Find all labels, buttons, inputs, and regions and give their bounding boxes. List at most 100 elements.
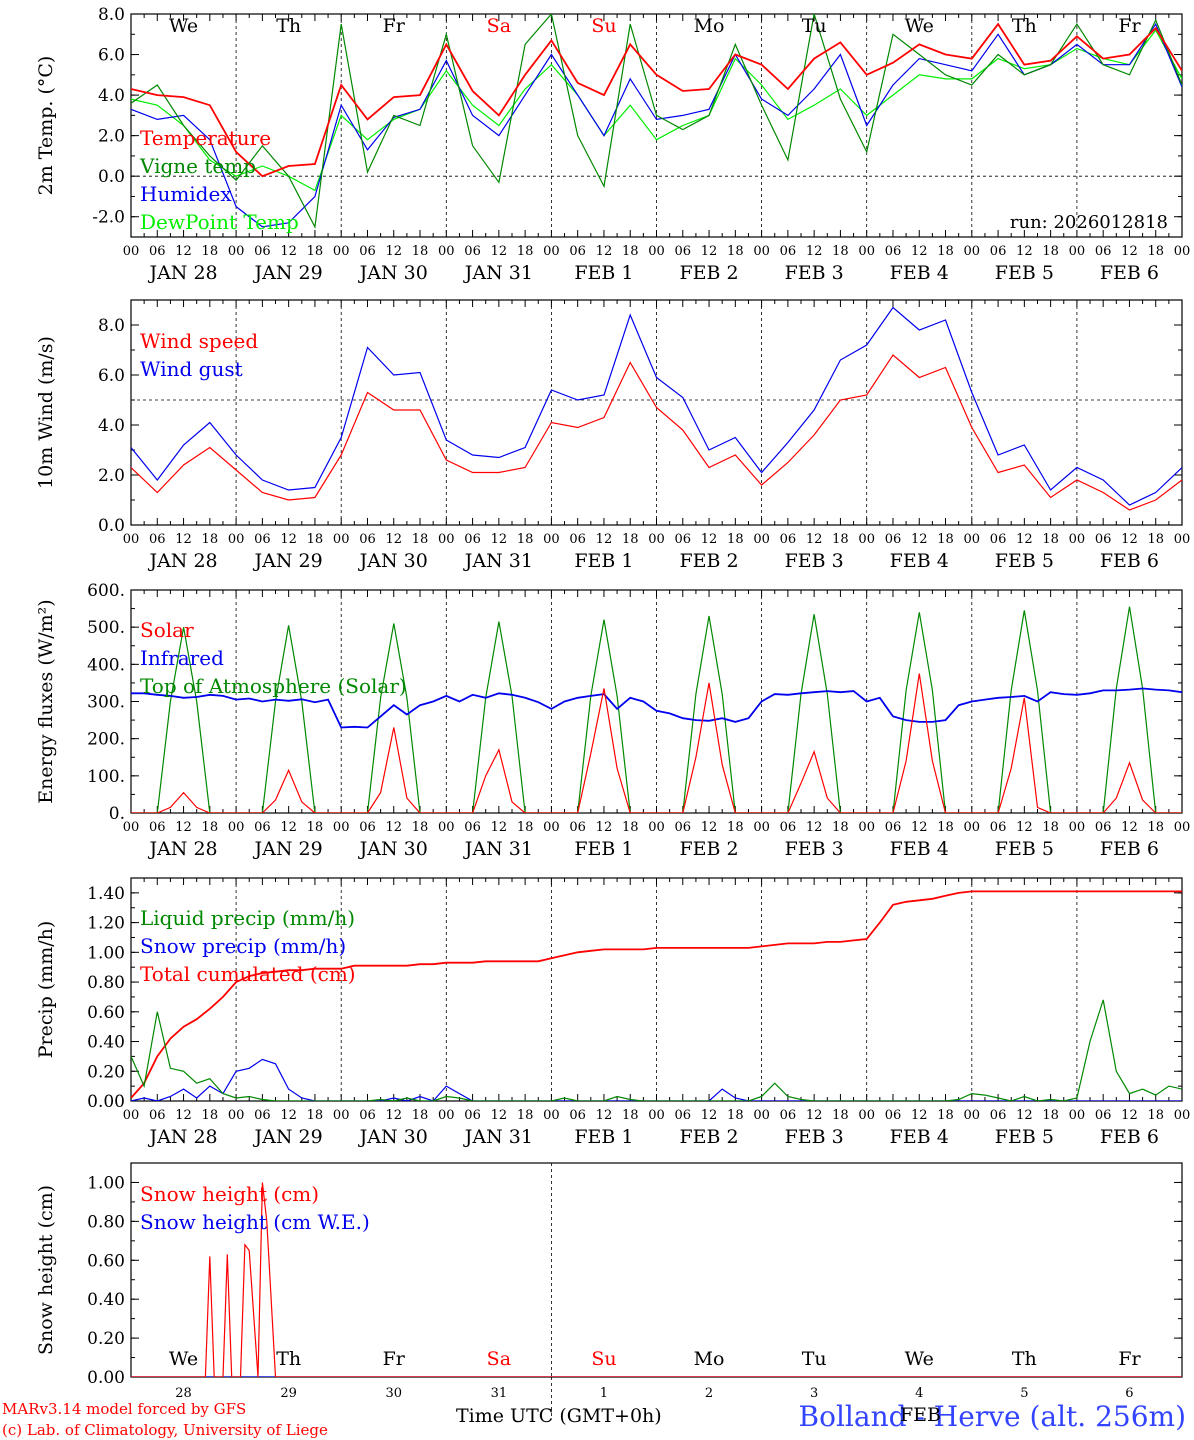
day-letter: Th — [1012, 1348, 1037, 1370]
hour-label: 00 — [1069, 820, 1086, 835]
y-tick-label: 600. — [87, 581, 125, 601]
y-tick-label: 400. — [87, 655, 125, 675]
hour-label: 12 — [1121, 244, 1138, 259]
date-label: JAN 31 — [463, 550, 533, 572]
hour-label: 00 — [543, 532, 560, 547]
hour-label: 18 — [307, 532, 324, 547]
hour-label: 18 — [412, 1108, 429, 1123]
hour-label: 12 — [385, 532, 402, 547]
hour-label: 00 — [228, 244, 245, 259]
y-tick-label: 500. — [87, 618, 125, 638]
hour-label: 06 — [990, 1108, 1007, 1123]
hour-label: 12 — [806, 1108, 823, 1123]
hour-label: 00 — [438, 532, 455, 547]
day-letter: Fr — [383, 1348, 406, 1370]
hour-label: 12 — [911, 820, 928, 835]
hour-label: 12 — [701, 532, 718, 547]
hour-label: 00 — [964, 532, 981, 547]
legend-dewpoint-temp: DewPoint Temp — [140, 210, 299, 234]
panel-frame — [130, 13, 1183, 238]
day-number: 28 — [175, 1386, 192, 1401]
hour-label: 00 — [753, 532, 770, 547]
run-label: run: 2026012818 — [1010, 212, 1168, 233]
hour-label: 00 — [1069, 532, 1086, 547]
date-label: FEB 6 — [1100, 262, 1159, 284]
hour-label: 00 — [123, 820, 140, 835]
hour-label: 06 — [149, 244, 166, 259]
y-axis-label: 10m Wind (m/s) — [35, 336, 57, 489]
y-tick-label: 0. — [109, 804, 125, 824]
hour-label: 06 — [254, 532, 271, 547]
date-label: FEB 5 — [995, 838, 1054, 860]
hour-label: 00 — [123, 1108, 140, 1123]
hour-label: 12 — [596, 1108, 613, 1123]
legend-snow-precip-mm-h-: Snow precip (mm/h) — [140, 934, 346, 958]
hour-label: 18 — [622, 532, 639, 547]
hour-label: 06 — [569, 1108, 586, 1123]
panel-temp: 2m Temp. (°C) — [35, 13, 1183, 238]
hour-label: 18 — [517, 244, 534, 259]
y-tick-label: 200. — [87, 730, 125, 750]
hour-label: 00 — [1174, 244, 1191, 259]
hour-label: 06 — [569, 532, 586, 547]
day-letter: Tu — [802, 1348, 827, 1370]
legend-infrared: Infrared — [140, 646, 224, 670]
hour-label: 18 — [1042, 532, 1059, 547]
hour-label: 00 — [1069, 244, 1086, 259]
hour-label: 12 — [596, 820, 613, 835]
legend-wind-gust: Wind gust — [140, 357, 243, 381]
hour-label: 06 — [675, 1108, 692, 1123]
hour-label: 06 — [990, 532, 1007, 547]
hour-label: 12 — [491, 820, 508, 835]
hour-label: 18 — [1042, 244, 1059, 259]
y-tick-label: 1.40 — [87, 884, 125, 904]
hour-label: 18 — [622, 1108, 639, 1123]
date-label: JAN 29 — [253, 550, 323, 572]
model-credit: MARv3.14 model forced by GFS — [2, 1400, 247, 1418]
hour-label: 06 — [464, 244, 481, 259]
day-letter: Mo — [694, 15, 725, 37]
hour-label: 12 — [491, 1108, 508, 1123]
hour-label: 00 — [228, 820, 245, 835]
date-label: JAN 31 — [463, 838, 533, 860]
date-label: JAN 29 — [253, 838, 323, 860]
day-letter: Sa — [487, 1348, 511, 1370]
y-tick-label: 0.20 — [87, 1062, 125, 1082]
hour-label: 06 — [464, 820, 481, 835]
hour-label: 18 — [202, 820, 219, 835]
y-tick-label: 8.0 — [98, 316, 125, 336]
hour-label: 18 — [1147, 244, 1164, 259]
day-letter: Th — [276, 1348, 301, 1370]
y-tick-label: 1.20 — [87, 914, 125, 934]
y-tick-label: -2.0 — [92, 208, 125, 228]
hour-label: 00 — [753, 244, 770, 259]
day-letter: Th — [276, 15, 301, 37]
series-line-snow-height-cm- — [131, 1182, 1182, 1377]
hour-label: 06 — [569, 244, 586, 259]
hour-label: 18 — [517, 1108, 534, 1123]
legend-snow-height-cm-w-e-: Snow height (cm W.E.) — [140, 1210, 370, 1234]
legend-temperature: Temperature — [140, 126, 271, 150]
hour-label: 00 — [648, 532, 665, 547]
day-letter: Fr — [1118, 15, 1141, 37]
y-tick-label: 2.0 — [98, 127, 125, 147]
hour-label: 12 — [175, 244, 192, 259]
hour-label: 18 — [517, 820, 534, 835]
hour-label: 06 — [359, 820, 376, 835]
y-tick-label: 0.80 — [87, 973, 125, 993]
day-letter: Su — [591, 1348, 616, 1370]
hour-label: 06 — [990, 820, 1007, 835]
date-label: FEB 2 — [679, 1126, 738, 1148]
hour-label: 18 — [727, 244, 744, 259]
hour-label: 12 — [1121, 1108, 1138, 1123]
day-number: 5 — [1020, 1386, 1028, 1401]
hour-label: 00 — [123, 244, 140, 259]
legend-top-of-atmosphere-solar-: Top of Atmosphere (Solar) — [140, 674, 407, 698]
day-letter: Fr — [383, 15, 406, 37]
series-line-solar — [131, 673, 1182, 813]
day-number: 3 — [810, 1386, 818, 1401]
day-number: 1 — [600, 1386, 608, 1401]
day-number: 4 — [915, 1386, 923, 1401]
day-letter: Th — [1012, 15, 1037, 37]
